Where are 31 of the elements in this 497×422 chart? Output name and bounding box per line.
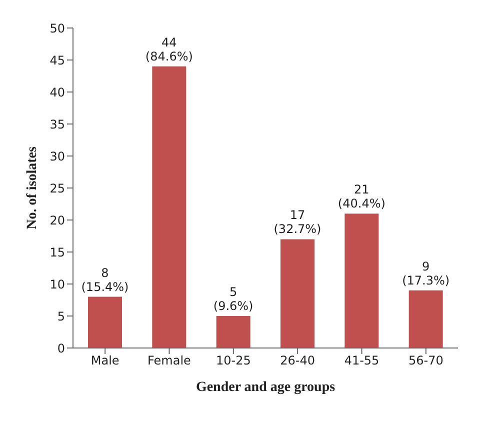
y-tick-label: 10 bbox=[50, 277, 65, 292]
data-label: 5 (9.6%) bbox=[213, 285, 254, 313]
y-tick-label: 0 bbox=[57, 341, 65, 356]
bar bbox=[344, 214, 379, 348]
y-tick-label: 35 bbox=[50, 117, 65, 132]
y-tick-label: 30 bbox=[50, 149, 65, 164]
x-tick-label: 56-70 bbox=[408, 354, 444, 368]
y-tick-label: 15 bbox=[50, 245, 65, 260]
data-label: 8 (15.4%) bbox=[81, 266, 129, 294]
bar bbox=[280, 239, 314, 348]
data-label: 9 (17.3%) bbox=[402, 259, 450, 288]
y-tick-label: 5 bbox=[57, 309, 65, 324]
data-label: 21 (40.4%) bbox=[338, 182, 386, 211]
y-tick-label: 20 bbox=[50, 213, 65, 228]
bar bbox=[216, 316, 250, 348]
x-axis-title: Gender and age groups bbox=[196, 380, 336, 395]
data-label: 44 (84.6%) bbox=[145, 35, 193, 64]
x-tick-label: 10-25 bbox=[216, 354, 251, 368]
y-tick-label: 50 bbox=[50, 21, 65, 36]
bar bbox=[88, 296, 122, 348]
bar bbox=[408, 290, 443, 348]
x-tick-label: 41-55 bbox=[344, 354, 380, 368]
bar bbox=[152, 66, 186, 348]
x-tick-label: 26-40 bbox=[280, 354, 316, 368]
y-axis-title: No. of isolates bbox=[24, 146, 40, 230]
data-label: 17 (32.7%) bbox=[274, 208, 322, 236]
y-tick-label: 25 bbox=[50, 181, 65, 196]
y-tick-label: 40 bbox=[50, 85, 65, 100]
x-tick-label: Female bbox=[148, 354, 191, 368]
y-tick-label: 45 bbox=[50, 53, 65, 68]
x-tick-label: Male bbox=[90, 354, 120, 368]
